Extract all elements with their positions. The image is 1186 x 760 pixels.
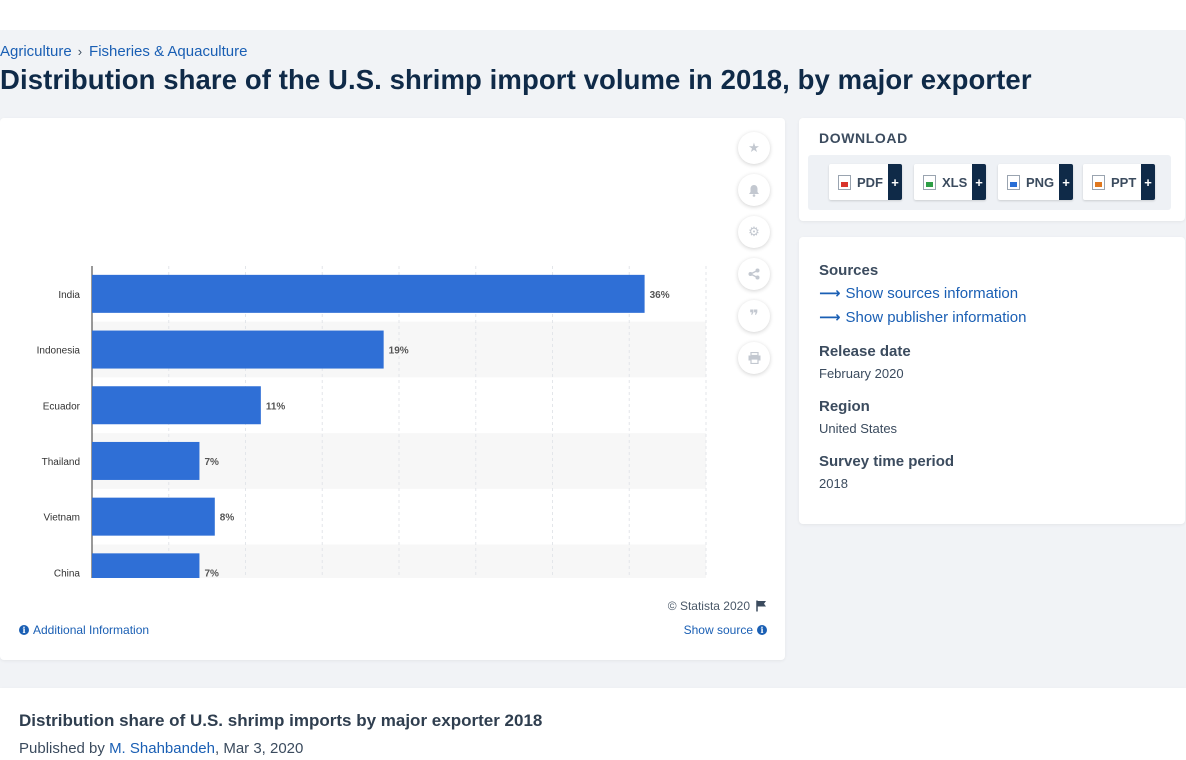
bar-thailand [92, 441, 200, 480]
pdf-file-icon [838, 174, 851, 190]
breadcrumb-separator: › [77, 44, 83, 59]
download-title: DOWNLOAD [819, 130, 908, 146]
info-icon: i [19, 625, 29, 635]
show-source-label: Show source [683, 623, 753, 637]
download-pdf-button[interactable]: PDF + [829, 164, 902, 200]
favorite-button[interactable]: ★ [738, 132, 770, 164]
download-xls-button[interactable]: XLS + [914, 164, 986, 200]
release-date-value: February 2020 [819, 366, 904, 381]
download-options: PDF + XLS + PNG + PPT + [808, 155, 1171, 210]
data-label: 19% [389, 346, 409, 357]
plus-icon: + [888, 164, 902, 200]
release-date-label: Release date [819, 343, 911, 360]
notification-button[interactable] [738, 174, 770, 206]
data-label: 36% [650, 290, 670, 301]
top-bar [0, 0, 1186, 30]
description-section: Distribution share of U.S. shrimp import… [0, 688, 1186, 760]
bar-ecuador [92, 386, 261, 425]
bar-india [92, 274, 645, 313]
flag-icon[interactable] [756, 600, 767, 612]
published-prefix: Published by [19, 740, 110, 757]
settings-button[interactable]: ⚙ [738, 216, 770, 248]
xls-file-icon [923, 174, 936, 190]
additional-information-link[interactable]: i Additional Information [19, 623, 149, 637]
category-label: Thailand [42, 457, 80, 468]
data-label: 11% [266, 401, 286, 412]
share-button[interactable] [738, 258, 770, 290]
info-icon: i [757, 625, 767, 635]
star-icon: ★ [748, 140, 760, 155]
print-icon [748, 352, 760, 364]
show-sources-link[interactable]: ⟶ Show sources information [819, 284, 1019, 303]
author-link[interactable]: M. Shahbandeh [109, 740, 215, 757]
arrow-right-icon: ⟶ [819, 285, 841, 302]
breadcrumb-agriculture[interactable]: Agriculture [0, 43, 72, 60]
published-date: , Mar 3, 2020 [214, 740, 304, 757]
plus-icon: + [1059, 164, 1073, 200]
breadcrumb: Agriculture › Fisheries & Aquaculture [0, 43, 247, 60]
category-label: Vietnam [43, 513, 80, 524]
gear-icon: ⚙ [748, 224, 760, 239]
download-png-label: PNG [1026, 174, 1055, 190]
share-icon [748, 268, 760, 280]
chart-card: 0%5%10%15%20%25%30%35%40%India36%Indones… [0, 118, 785, 660]
cite-button[interactable]: ❞ [738, 300, 770, 332]
data-label: 7% [204, 568, 219, 578]
png-file-icon [1007, 174, 1020, 190]
quote-icon: ❞ [749, 308, 759, 325]
print-button[interactable] [738, 342, 770, 374]
statistic-details: Sources ⟶ Show sources information ⟶ Sho… [799, 237, 1185, 524]
data-label: 8% [220, 513, 235, 524]
category-label: China [54, 568, 81, 578]
category-label: Indonesia [37, 346, 81, 357]
survey-period-label: Survey time period [819, 453, 955, 470]
bar-china [92, 553, 200, 578]
copyright: © Statista 2020 [668, 599, 767, 613]
plus-icon: + [972, 164, 986, 200]
chart-toolbar: ★ ⚙ ❞ [738, 132, 772, 384]
sources-label: Sources [819, 262, 879, 279]
download-panel: DOWNLOAD PDF + XLS + PNG + PPT + [799, 118, 1185, 221]
download-xls-label: XLS [942, 174, 968, 190]
show-publisher-link[interactable]: ⟶ Show publisher information [819, 308, 1027, 327]
bar-vietnam [92, 497, 215, 536]
copyright-text: © Statista 2020 [667, 599, 750, 613]
download-pdf-label: PDF [857, 174, 883, 190]
show-publisher-label: Show publisher information [845, 308, 1027, 326]
category-label: Ecuador [43, 401, 81, 412]
download-ppt-button[interactable]: PPT + [1083, 164, 1155, 200]
arrow-right-icon: ⟶ [819, 309, 841, 326]
breadcrumb-fisheries[interactable]: Fisheries & Aquaculture [89, 43, 248, 60]
download-png-button[interactable]: PNG + [998, 164, 1073, 200]
plus-icon: + [1141, 164, 1155, 200]
bar-chart: 0%5%10%15%20%25%30%35%40%India36%Indones… [37, 266, 707, 578]
data-label: 7% [204, 457, 219, 468]
ppt-file-icon [1092, 174, 1105, 190]
additional-information-label: Additional Information [33, 623, 150, 637]
published-by: Published by M. Shahbandeh, Mar 3, 2020 [19, 740, 303, 757]
region-value: United States [819, 421, 898, 436]
survey-period-value: 2018 [819, 476, 848, 491]
bar-indonesia [92, 330, 384, 369]
region-label: Region [819, 398, 870, 415]
download-ppt-label: PPT [1111, 174, 1137, 190]
bell-icon [749, 184, 759, 197]
category-label: India [58, 290, 80, 301]
page-title: Distribution share of the U.S. shrimp im… [0, 64, 1032, 95]
description-title: Distribution share of U.S. shrimp import… [19, 711, 543, 730]
show-source-link[interactable]: Show source i [684, 623, 767, 637]
show-sources-label: Show sources information [845, 284, 1019, 302]
